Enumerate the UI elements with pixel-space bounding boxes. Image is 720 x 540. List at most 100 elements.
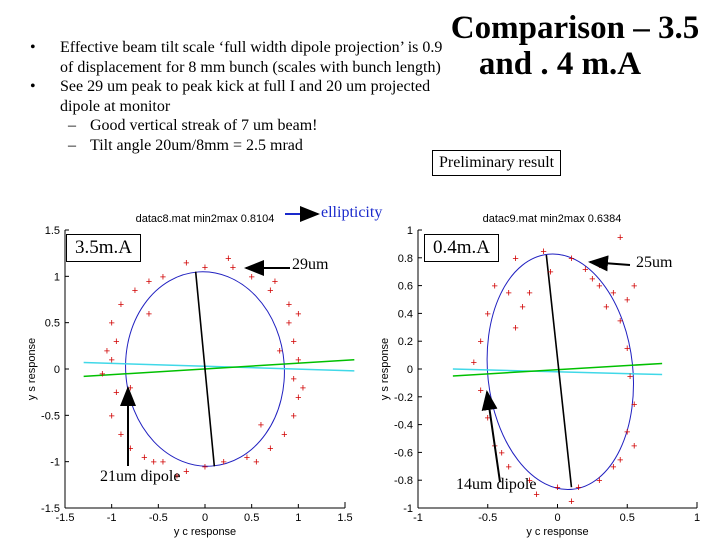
data-point: +: [244, 452, 250, 464]
data-point: +: [300, 383, 306, 395]
chart-title: datac8.mat min2max 0.8104: [136, 213, 275, 225]
x-tick-label: -1: [107, 512, 117, 524]
y-tick-label: 1: [407, 225, 413, 237]
right-chart: datac9.mat min2max 0.6384 -1 -0.5 0 0.5 1 1 0.8…: [379, 213, 700, 538]
x-tick-label: -0.5: [478, 512, 497, 524]
data-point: +: [118, 299, 124, 311]
data-point: +: [610, 461, 616, 473]
data-point: +: [533, 489, 539, 501]
bullet-text: See 29 um peak to peak kick at full I an…: [60, 78, 431, 115]
x-tick-label: 0: [554, 512, 560, 524]
ellipticity-label: ellipticity: [321, 204, 383, 221]
right-dipole-arrow: [481, 390, 501, 483]
preliminary-text: Preliminary result: [439, 154, 555, 171]
y-tick-label: -1.5: [41, 503, 60, 515]
green-fit-line: [83, 358, 355, 378]
y-tick-label: 1.5: [45, 225, 60, 237]
x-tick-label: -0.5: [149, 512, 168, 524]
data-point: +: [253, 457, 259, 469]
x-axis-label: y c response: [174, 526, 236, 538]
data-point: +: [220, 457, 226, 469]
fit-ellipse: [486, 253, 634, 491]
data-point: +: [485, 413, 491, 425]
data-point: +: [118, 429, 124, 441]
data-point: +: [150, 457, 156, 469]
data-point: +: [113, 387, 119, 399]
data-point: +: [540, 246, 546, 258]
data-point: +: [141, 452, 147, 464]
data-point: +: [276, 345, 282, 357]
x-axis-label: y c response: [526, 526, 588, 538]
data-point: +: [575, 482, 581, 494]
right-current-caption: 0.4m.A: [424, 234, 499, 262]
sub-bullet-dash: –: [68, 136, 76, 154]
data-point: +: [512, 253, 518, 265]
data-point: +: [478, 336, 484, 348]
data-point: +: [108, 355, 114, 367]
data-point: +: [617, 315, 623, 327]
data-point: +: [624, 427, 630, 439]
data-point: +: [526, 288, 532, 300]
right-peak-arrow: [588, 255, 631, 272]
y-tick-label: 0.6: [398, 281, 413, 293]
right-peak-label: 25um: [636, 254, 673, 271]
data-point: +: [225, 253, 231, 265]
data-point: +: [617, 232, 623, 244]
data-point: +: [631, 399, 637, 411]
data-point: +: [146, 308, 152, 320]
x-tick-label: 0: [202, 512, 208, 524]
data-point: +: [146, 276, 152, 288]
y-axis-label: y s response: [379, 338, 391, 400]
major-axis-line: [545, 254, 573, 488]
x-tick-label: 1: [295, 512, 301, 524]
data-point: +: [202, 262, 208, 274]
y-tick-label: 0: [407, 364, 413, 376]
data-point: +: [295, 355, 301, 367]
y-tick-label: -1: [50, 457, 60, 469]
y-tick-label: 0.8: [398, 253, 413, 265]
y-tick-label: 0.4: [398, 308, 413, 320]
x-tick-label: 1: [694, 512, 700, 524]
data-point: +: [160, 271, 166, 283]
data-point: +: [290, 373, 296, 385]
y-tick-label: -0.5: [41, 410, 60, 422]
data-point: +: [568, 253, 574, 265]
data-point: +: [202, 461, 208, 473]
data-point: +: [272, 276, 278, 288]
bullet-dot: •: [30, 78, 36, 95]
bullet-list: • Effective beam tilt scale ‘full width …: [30, 38, 450, 155]
data-point: +: [596, 475, 602, 487]
left-dipole-label: 21um dipole: [100, 468, 181, 485]
data-point: +: [485, 308, 491, 320]
data-point: +: [132, 285, 138, 297]
data-point: +: [519, 301, 525, 313]
y-tick-label: -0.2: [394, 392, 413, 404]
right-dipole-label: 14um dipole: [456, 476, 537, 493]
y-tick-label: 1: [54, 271, 60, 283]
data-point: +: [108, 318, 114, 330]
data-point: +: [258, 420, 264, 432]
data-point: +: [505, 288, 511, 300]
major-axis-line: [194, 271, 216, 467]
x-tick-label: 0.5: [244, 512, 259, 524]
data-point: +: [286, 299, 292, 311]
chart-title: datac9.mat min2max 0.6384: [483, 213, 622, 225]
cyan-fit-line: [83, 361, 355, 372]
sub-bullet-text: Tilt angle 20um/8mm = 2.5 mrad: [90, 136, 303, 154]
left-chart: datac8.mat min2max 0.8104 -1.5 -1 -0.5 0 0.5 1…: [26, 213, 355, 538]
data-point: +: [127, 443, 133, 455]
data-point: +: [108, 410, 114, 422]
bullet-text: Effective beam tilt scale ‘full width di…: [60, 39, 443, 76]
data-point: +: [281, 429, 287, 441]
y-tick-label: -1: [403, 503, 413, 515]
title-line-1: Comparison – 3.5: [450, 10, 700, 46]
sub-bullet-dash: –: [68, 117, 76, 134]
data-point: +: [230, 262, 236, 274]
data-point: +: [286, 318, 292, 330]
data-point: +: [512, 322, 518, 334]
preliminary-result-box: Preliminary result: [432, 150, 562, 176]
data-point: +: [248, 271, 254, 283]
y-tick-label: -0.4: [394, 420, 413, 432]
data-point: +: [174, 471, 180, 483]
x-tick-label: 1.5: [337, 512, 352, 524]
